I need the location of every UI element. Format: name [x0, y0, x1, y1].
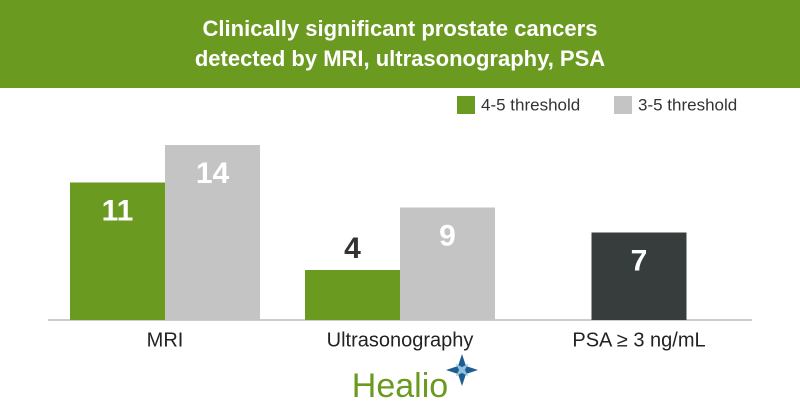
legend-swatch	[614, 96, 632, 114]
x-tick-label: MRI	[147, 329, 184, 351]
value-label: 4	[344, 232, 361, 265]
bar	[400, 207, 495, 320]
value-label: 7	[631, 244, 648, 277]
bar	[165, 145, 260, 320]
header: Clinically significant prostate cancers …	[0, 0, 800, 88]
value-label: 9	[439, 219, 456, 252]
x-tick-label: Ultrasonography	[327, 329, 474, 351]
legend-label: 4-5 threshold	[481, 95, 580, 114]
chart-title: Clinically significant prostate cancers …	[194, 16, 606, 71]
logo: Healio	[352, 367, 448, 405]
bar	[70, 182, 165, 320]
bar	[305, 270, 400, 320]
value-label: 14	[196, 157, 230, 190]
logo-star	[446, 354, 478, 386]
x-tick-label: PSA ≥ 3 ng/mL	[572, 329, 705, 351]
bar	[591, 232, 687, 320]
legend-label: 3-5 threshold	[638, 95, 737, 114]
legend-swatch	[457, 96, 475, 114]
value-label: 11	[102, 194, 134, 227]
